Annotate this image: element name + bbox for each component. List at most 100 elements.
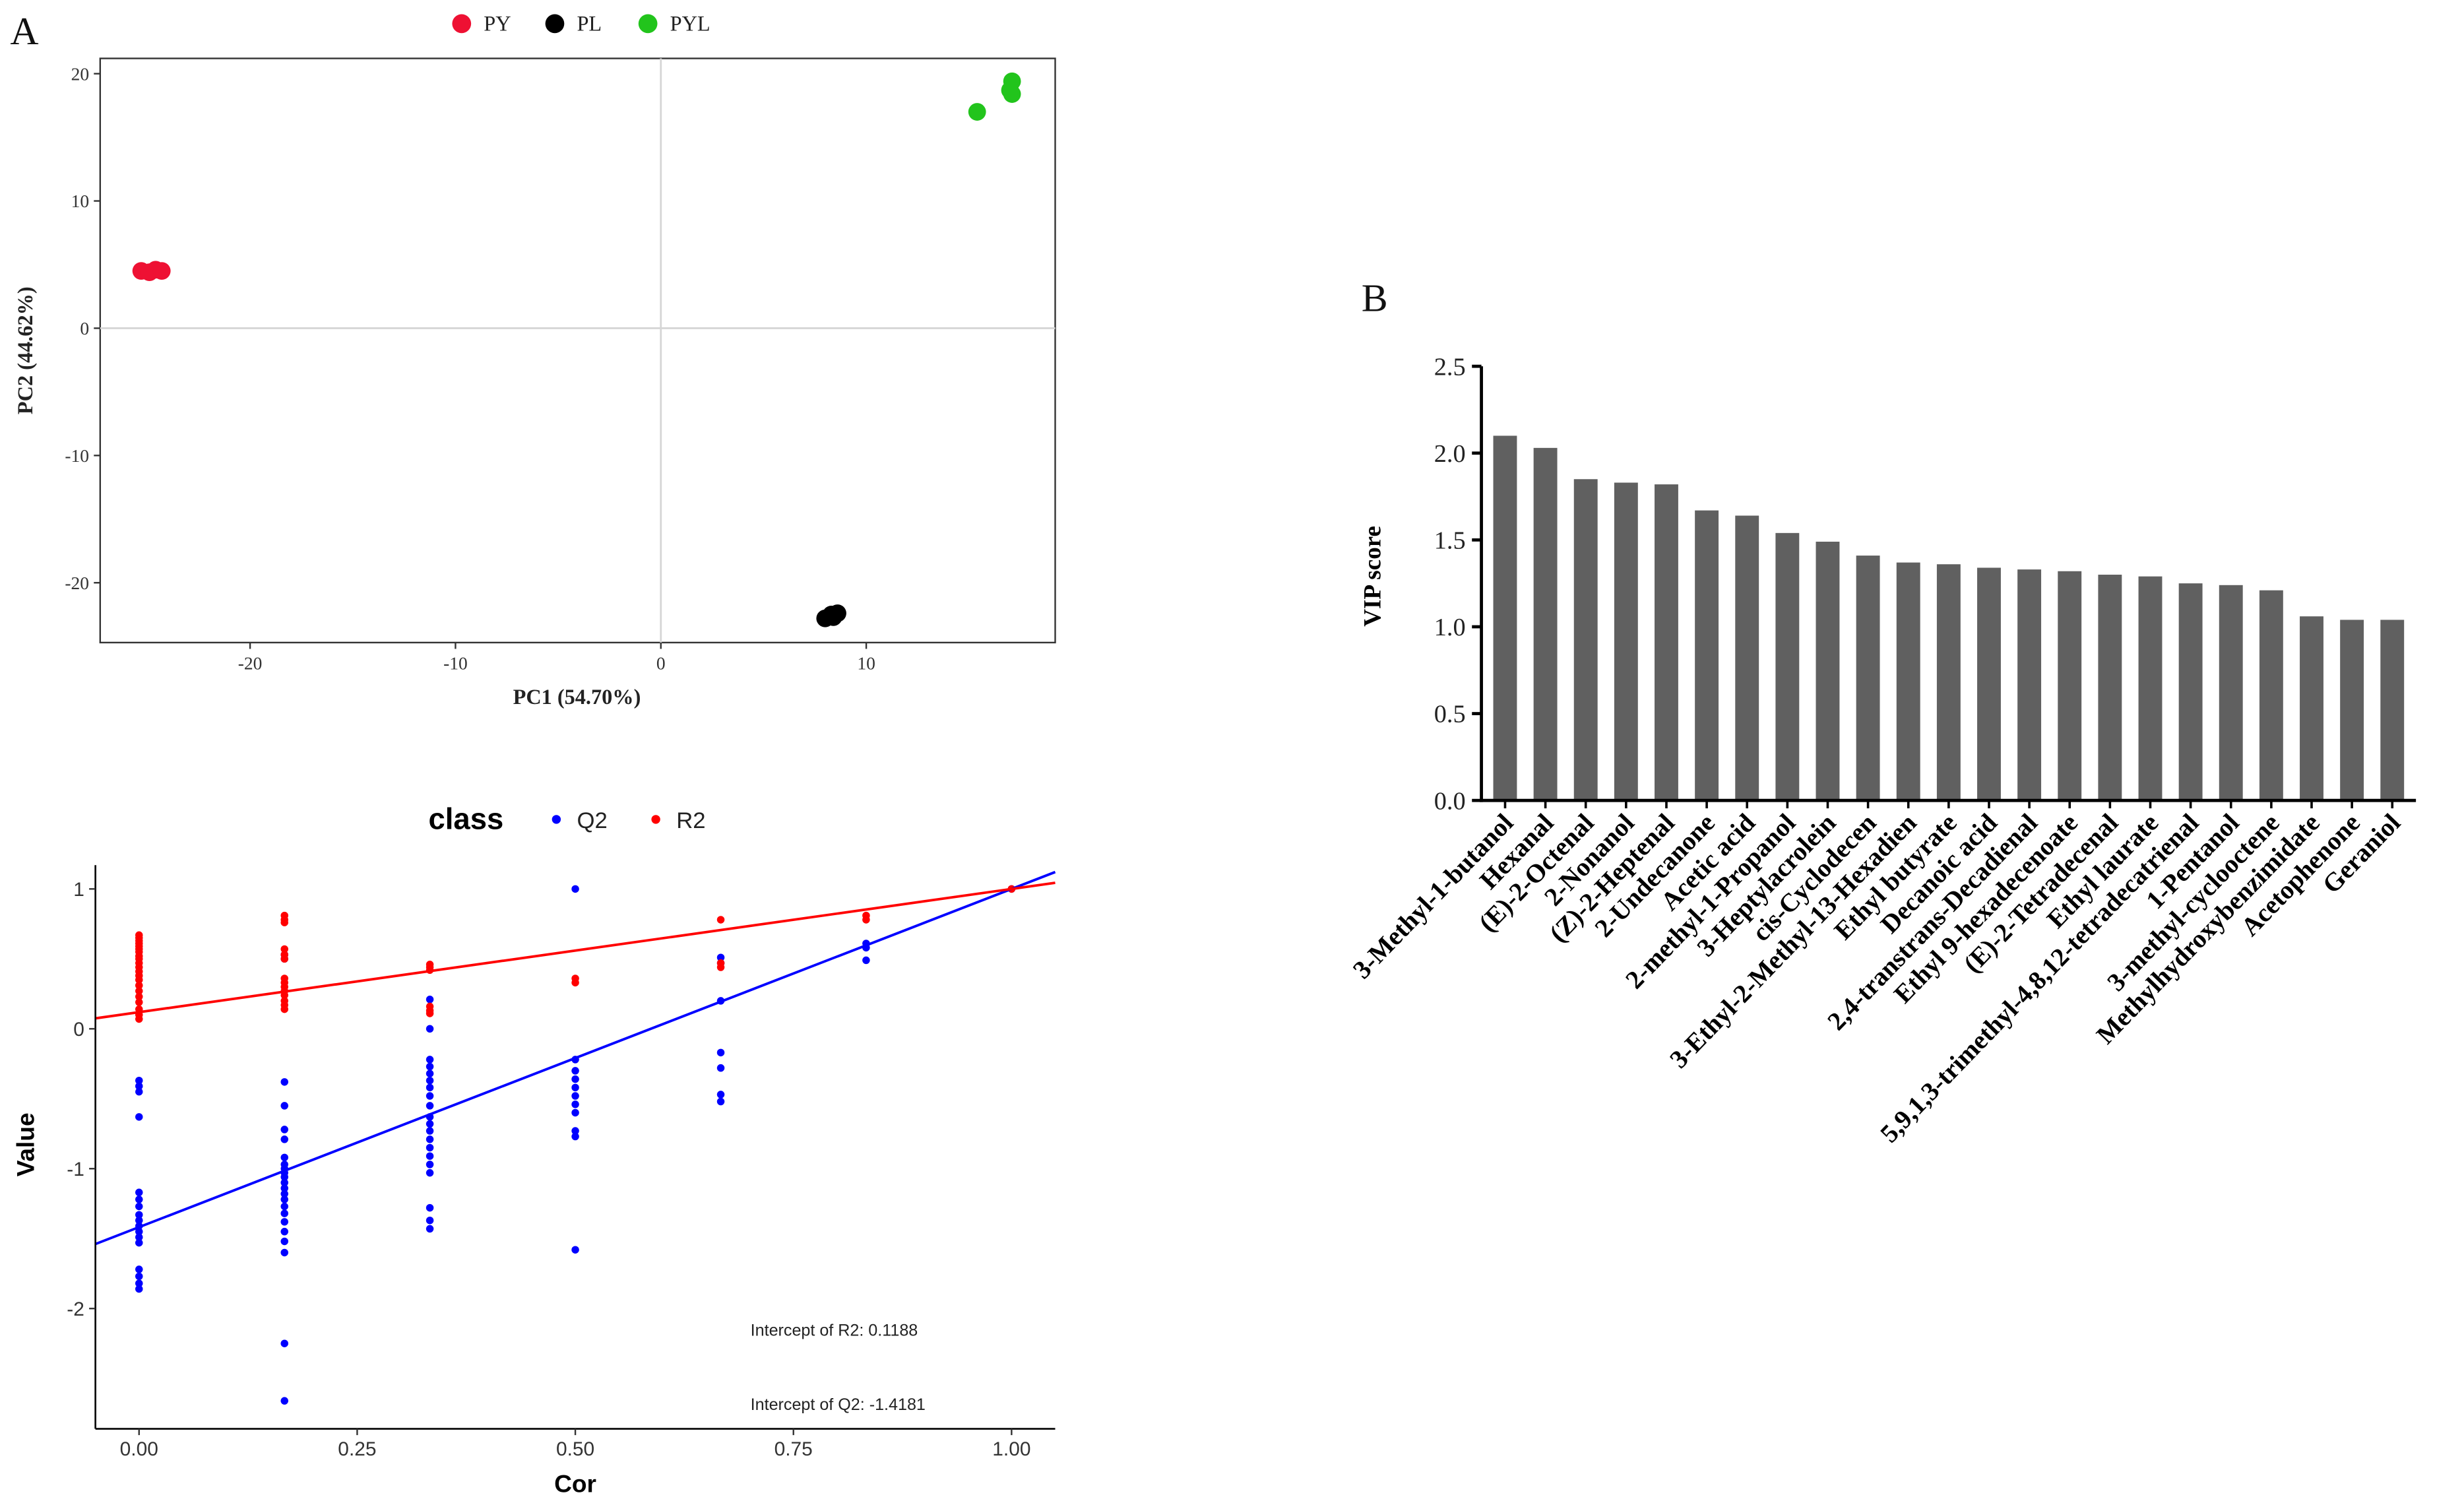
perm-x-axis-label: Cor [554, 1469, 596, 1497]
perm-point-q2 [571, 1067, 579, 1075]
perm-point-r2 [280, 945, 288, 953]
perm-legend-marker-r2 [651, 815, 660, 824]
perm-point-q2 [426, 1127, 434, 1135]
perm-point-q2 [426, 1203, 434, 1212]
perm-legend: Q2 R2 [552, 808, 706, 833]
perm-point-q2 [135, 1238, 143, 1247]
perm-point-q2 [716, 1064, 725, 1072]
perm-point-q2 [135, 1202, 143, 1211]
perm-point-q2 [571, 885, 579, 893]
vip-bar [2300, 616, 2323, 801]
perm-point-r2 [862, 916, 870, 924]
pca-points [132, 72, 1021, 627]
pca-y-tick-label: 10 [71, 191, 90, 211]
pca-point-pl [824, 608, 842, 626]
vip-y-tick-label: 2.0 [1434, 440, 1466, 468]
perm-point-q2 [280, 1218, 288, 1226]
perm-legend-label: Q2 [577, 808, 607, 833]
perm-point-q2 [135, 1285, 143, 1293]
vip-bar [2017, 569, 2042, 801]
vip-y-tick-label: 0.0 [1434, 787, 1466, 815]
pca-plot-frame [99, 57, 1056, 644]
vip-bar [2380, 620, 2405, 801]
pca-y-tick-label: -20 [65, 573, 89, 593]
perm-point-q2 [716, 953, 725, 961]
perm-y-axis-label: Value [11, 1112, 39, 1176]
perm-annotation: Intercept of R2: 0.1188 [751, 1321, 918, 1339]
vip-bar [1735, 515, 1759, 801]
perm-point-q2 [571, 1075, 579, 1083]
perm-point-q2 [280, 1196, 288, 1203]
perm-point-q2 [280, 1227, 288, 1236]
perm-point-q2 [135, 1279, 143, 1287]
pca-legend-marker-pl [545, 14, 565, 34]
perm-point-q2 [135, 1082, 143, 1090]
vip-bar [1695, 510, 1719, 801]
perm-point-q2 [426, 1225, 434, 1233]
vip-y-tick-label: 1.5 [1434, 527, 1466, 555]
perm-y-tick-label: 1 [73, 879, 84, 901]
perm-point-q2 [426, 1120, 434, 1128]
perm-point-q2 [571, 1127, 579, 1135]
pca-legend-marker-py [452, 14, 472, 34]
vip-bar [1493, 435, 1517, 801]
perm-fit-line-q2 [94, 870, 1056, 1246]
perm-point-q2 [426, 1168, 434, 1177]
vip-bar [1775, 532, 1800, 801]
perm-point-q2 [862, 956, 870, 965]
pca-y-tick-label: 0 [80, 318, 89, 338]
perm-point-r2 [571, 978, 579, 987]
perm-legend-marker-q2 [552, 815, 561, 824]
vip-y-tick-label: 0.5 [1434, 701, 1466, 728]
perm-point-r2 [280, 991, 288, 1000]
perm-point-q2 [426, 1083, 434, 1092]
vip-bar [1614, 482, 1638, 801]
perm-y-tick-label: -2 [67, 1298, 84, 1320]
perm-point-q2 [280, 1248, 288, 1257]
vip-y-tick-label: 1.0 [1434, 614, 1466, 641]
perm-point-q2 [280, 1102, 288, 1110]
perm-point-q2 [135, 1265, 143, 1273]
perm-y-tick-label: 0 [73, 1019, 84, 1040]
pca-x-tick-label: -20 [238, 653, 263, 674]
perm-point-q2 [571, 1083, 579, 1092]
perm-point-q2 [280, 1178, 288, 1187]
perm-point-q2 [426, 1216, 434, 1225]
perm-points [135, 885, 1016, 1405]
perm-point-r2 [280, 955, 288, 963]
perm-point-q2 [280, 1209, 288, 1217]
perm-point-q2 [280, 1184, 288, 1192]
perm-point-r2 [716, 916, 725, 924]
perm-point-q2 [426, 996, 434, 1004]
perm-point-q2 [426, 1143, 434, 1152]
perm-legend-title: class [429, 802, 504, 835]
pca-x-tick-label: -10 [443, 653, 468, 674]
perm-point-q2 [716, 1091, 725, 1099]
pca-reference-lines [100, 58, 1056, 643]
perm-point-q2 [426, 1161, 434, 1168]
pca-axes: -20 -10 0 10 20 10 0 -10 -20 [65, 63, 875, 673]
perm-point-q2 [426, 1152, 434, 1160]
perm-point-q2 [280, 1078, 288, 1086]
perm-point-q2 [135, 1087, 143, 1096]
perm-point-q2 [716, 1097, 725, 1106]
perm-point-q2 [571, 1101, 579, 1108]
perm-point-q2 [135, 1076, 143, 1085]
pca-legend: PY PL PYL [452, 12, 711, 36]
perm-point-q2 [280, 1190, 288, 1198]
perm-annotations: Intercept of R2: 0.1188 Intercept of Q2: … [751, 1321, 926, 1413]
perm-point-q2 [716, 1048, 725, 1057]
pca-legend-label: PL [577, 12, 602, 36]
pca-y-tick-label: -10 [65, 445, 89, 466]
perm-point-q2 [280, 1397, 288, 1405]
pca-point-pyl [1001, 81, 1019, 100]
perm-x-tick-label: 0.75 [774, 1438, 813, 1460]
perm-point-q2 [135, 1188, 143, 1197]
permutation-test-plot: class Q2 R2 1 0 -1 -2 0.00 0.25 0.50 0.75 1.00 In… [11, 802, 1056, 1497]
vip-bar [1655, 484, 1678, 801]
perm-point-r2 [135, 987, 143, 995]
perm-x-tick-label: 0.50 [556, 1438, 594, 1460]
panel-label-b: B [1362, 276, 1388, 319]
perm-point-r2 [135, 1015, 143, 1023]
